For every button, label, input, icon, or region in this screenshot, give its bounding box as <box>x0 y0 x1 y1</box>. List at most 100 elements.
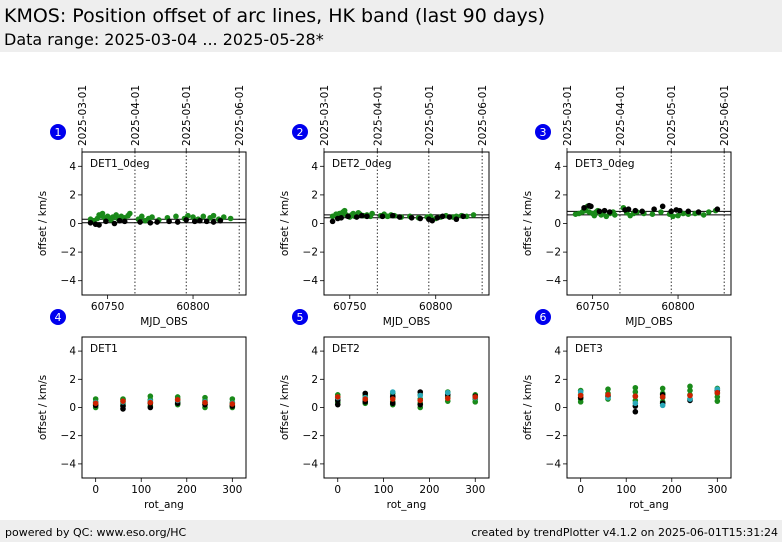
data-point <box>389 212 396 219</box>
data-point <box>687 387 693 394</box>
data-point <box>417 401 424 408</box>
data-point <box>658 209 664 215</box>
data-point <box>676 207 683 214</box>
y-tick-label: −2 <box>61 430 76 442</box>
x-tick-label: 60750 <box>333 301 366 313</box>
data-point <box>714 398 721 404</box>
x-tick-label: 100 <box>131 484 151 496</box>
plot-frame <box>323 336 490 479</box>
y-tick-label: 0 <box>554 218 561 230</box>
data-point <box>227 215 234 222</box>
data-point <box>202 399 208 406</box>
y-tick-label: −2 <box>546 247 561 259</box>
data-point <box>632 408 639 415</box>
data-point <box>210 212 217 219</box>
panel-number: 6 <box>540 311 547 324</box>
data-point <box>659 203 666 210</box>
data-point <box>472 399 479 405</box>
plot-frame <box>566 151 732 296</box>
data-point <box>649 211 656 218</box>
data-point <box>670 213 676 220</box>
chart-panel-6: −4 −2 0 2 4 0 100 200 300 offset / km/s rot_ang DET… <box>522 309 732 511</box>
x-axis-label: rot_ang <box>387 499 427 511</box>
x-axis-label: rot_ang <box>144 499 184 511</box>
y-tick-label: 4 <box>554 346 561 358</box>
x-axis-label: MJD_OBS <box>625 316 673 328</box>
panel-number-badge <box>50 309 66 325</box>
data-point <box>111 220 118 227</box>
data-point <box>632 393 639 400</box>
data-point <box>417 215 424 222</box>
x-axis-label: rot_ang <box>629 499 669 511</box>
date-tick-label: 2025-04-01 <box>615 85 627 146</box>
data-point <box>147 399 154 406</box>
y-tick-label: −2 <box>303 247 318 259</box>
data-point <box>632 400 639 407</box>
plot-frame <box>323 151 490 296</box>
x-tick-label: 0 <box>92 484 99 496</box>
data-point <box>605 386 611 392</box>
y-axis-label: offset / km/s <box>522 191 534 256</box>
date-tick-label: 2025-06-01 <box>477 85 489 146</box>
data-point <box>417 397 424 404</box>
x-tick-label: 100 <box>374 484 394 496</box>
y-tick-label: 0 <box>311 218 318 230</box>
data-point <box>116 217 123 224</box>
date-tick-label: 2025-04-01 <box>372 85 384 146</box>
data-point <box>659 385 666 392</box>
date-tick-label: 2025-05-01 <box>424 85 436 146</box>
data-point <box>364 213 370 220</box>
data-point <box>687 392 693 399</box>
x-tick-label: 300 <box>465 484 485 496</box>
chart-panel-1: 2025-03-01 2025-04-01 2025-05-01 2025-06-01… <box>37 85 247 328</box>
y-tick-label: 2 <box>311 189 318 201</box>
data-point <box>434 214 441 221</box>
y-tick-label: −2 <box>546 430 561 442</box>
x-tick-label: 60750 <box>576 301 609 313</box>
data-point <box>127 210 133 217</box>
data-point <box>353 214 360 220</box>
data-point <box>444 395 451 402</box>
x-tick-label: 60800 <box>419 301 452 313</box>
data-point <box>92 400 99 407</box>
data-point <box>714 206 721 212</box>
y-axis-label: offset / km/s <box>522 375 534 440</box>
x-tick-label: 0 <box>334 484 341 496</box>
y-tick-label: −4 <box>546 458 562 470</box>
panel-label: DET2_0deg <box>332 158 392 170</box>
data-point <box>190 214 196 220</box>
x-tick-label: 60800 <box>661 301 694 313</box>
data-point <box>345 213 351 220</box>
data-point <box>396 214 403 220</box>
data-point <box>639 208 645 215</box>
data-point <box>379 213 386 220</box>
panel-number: 4 <box>55 311 62 324</box>
panel-label: DET1 <box>90 343 118 355</box>
data-point <box>103 218 109 225</box>
x-tick-label: 60750 <box>91 301 124 313</box>
panel-label: DET3 <box>575 343 603 355</box>
data-point <box>334 394 341 400</box>
panel-number-badge <box>50 124 66 140</box>
data-point <box>220 214 227 220</box>
data-point <box>147 404 154 411</box>
chart-panel-4: −4 −2 0 2 4 0 100 200 300 offset / km/s rot_ang DET… <box>37 309 247 511</box>
panel-label: DET1_0deg <box>90 158 150 170</box>
data-point <box>174 219 181 225</box>
data-point <box>632 389 639 395</box>
plot-frame <box>566 336 732 479</box>
x-tick-label: 0 <box>577 484 584 496</box>
y-tick-label: 2 <box>311 374 318 386</box>
footer-credit: powered by QC: www.eso.org/HC <box>5 526 187 539</box>
x-axis-label: MJD_OBS <box>383 316 431 328</box>
plot-frame <box>81 151 247 296</box>
y-tick-label: −4 <box>303 458 319 470</box>
data-point <box>87 219 94 226</box>
y-tick-label: −2 <box>61 247 76 259</box>
data-point <box>173 213 179 220</box>
data-point <box>138 213 145 220</box>
chart-panel-2: 2025-03-01 2025-04-01 2025-05-01 2025-06-01… <box>279 85 490 328</box>
data-point <box>217 217 224 224</box>
y-axis-label: offset / km/s <box>37 375 49 440</box>
